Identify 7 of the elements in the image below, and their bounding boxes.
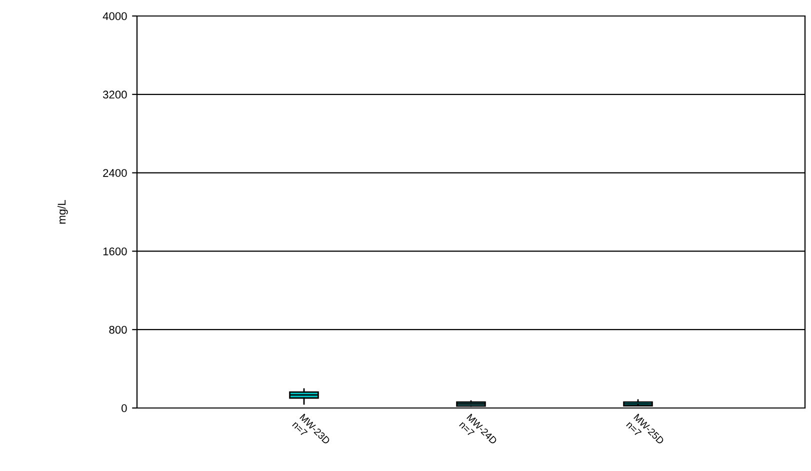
y-tick-label: 3200 — [102, 90, 127, 99]
y-tick-label: 800 — [109, 326, 127, 334]
y-axis-title: mg/L — [57, 200, 68, 224]
y-tick-label: 4000 — [102, 12, 127, 20]
y-tick-label: 1600 — [103, 247, 127, 256]
y-tick-label: 0 — [122, 404, 127, 412]
y-tick-label: 2400 — [103, 169, 127, 177]
